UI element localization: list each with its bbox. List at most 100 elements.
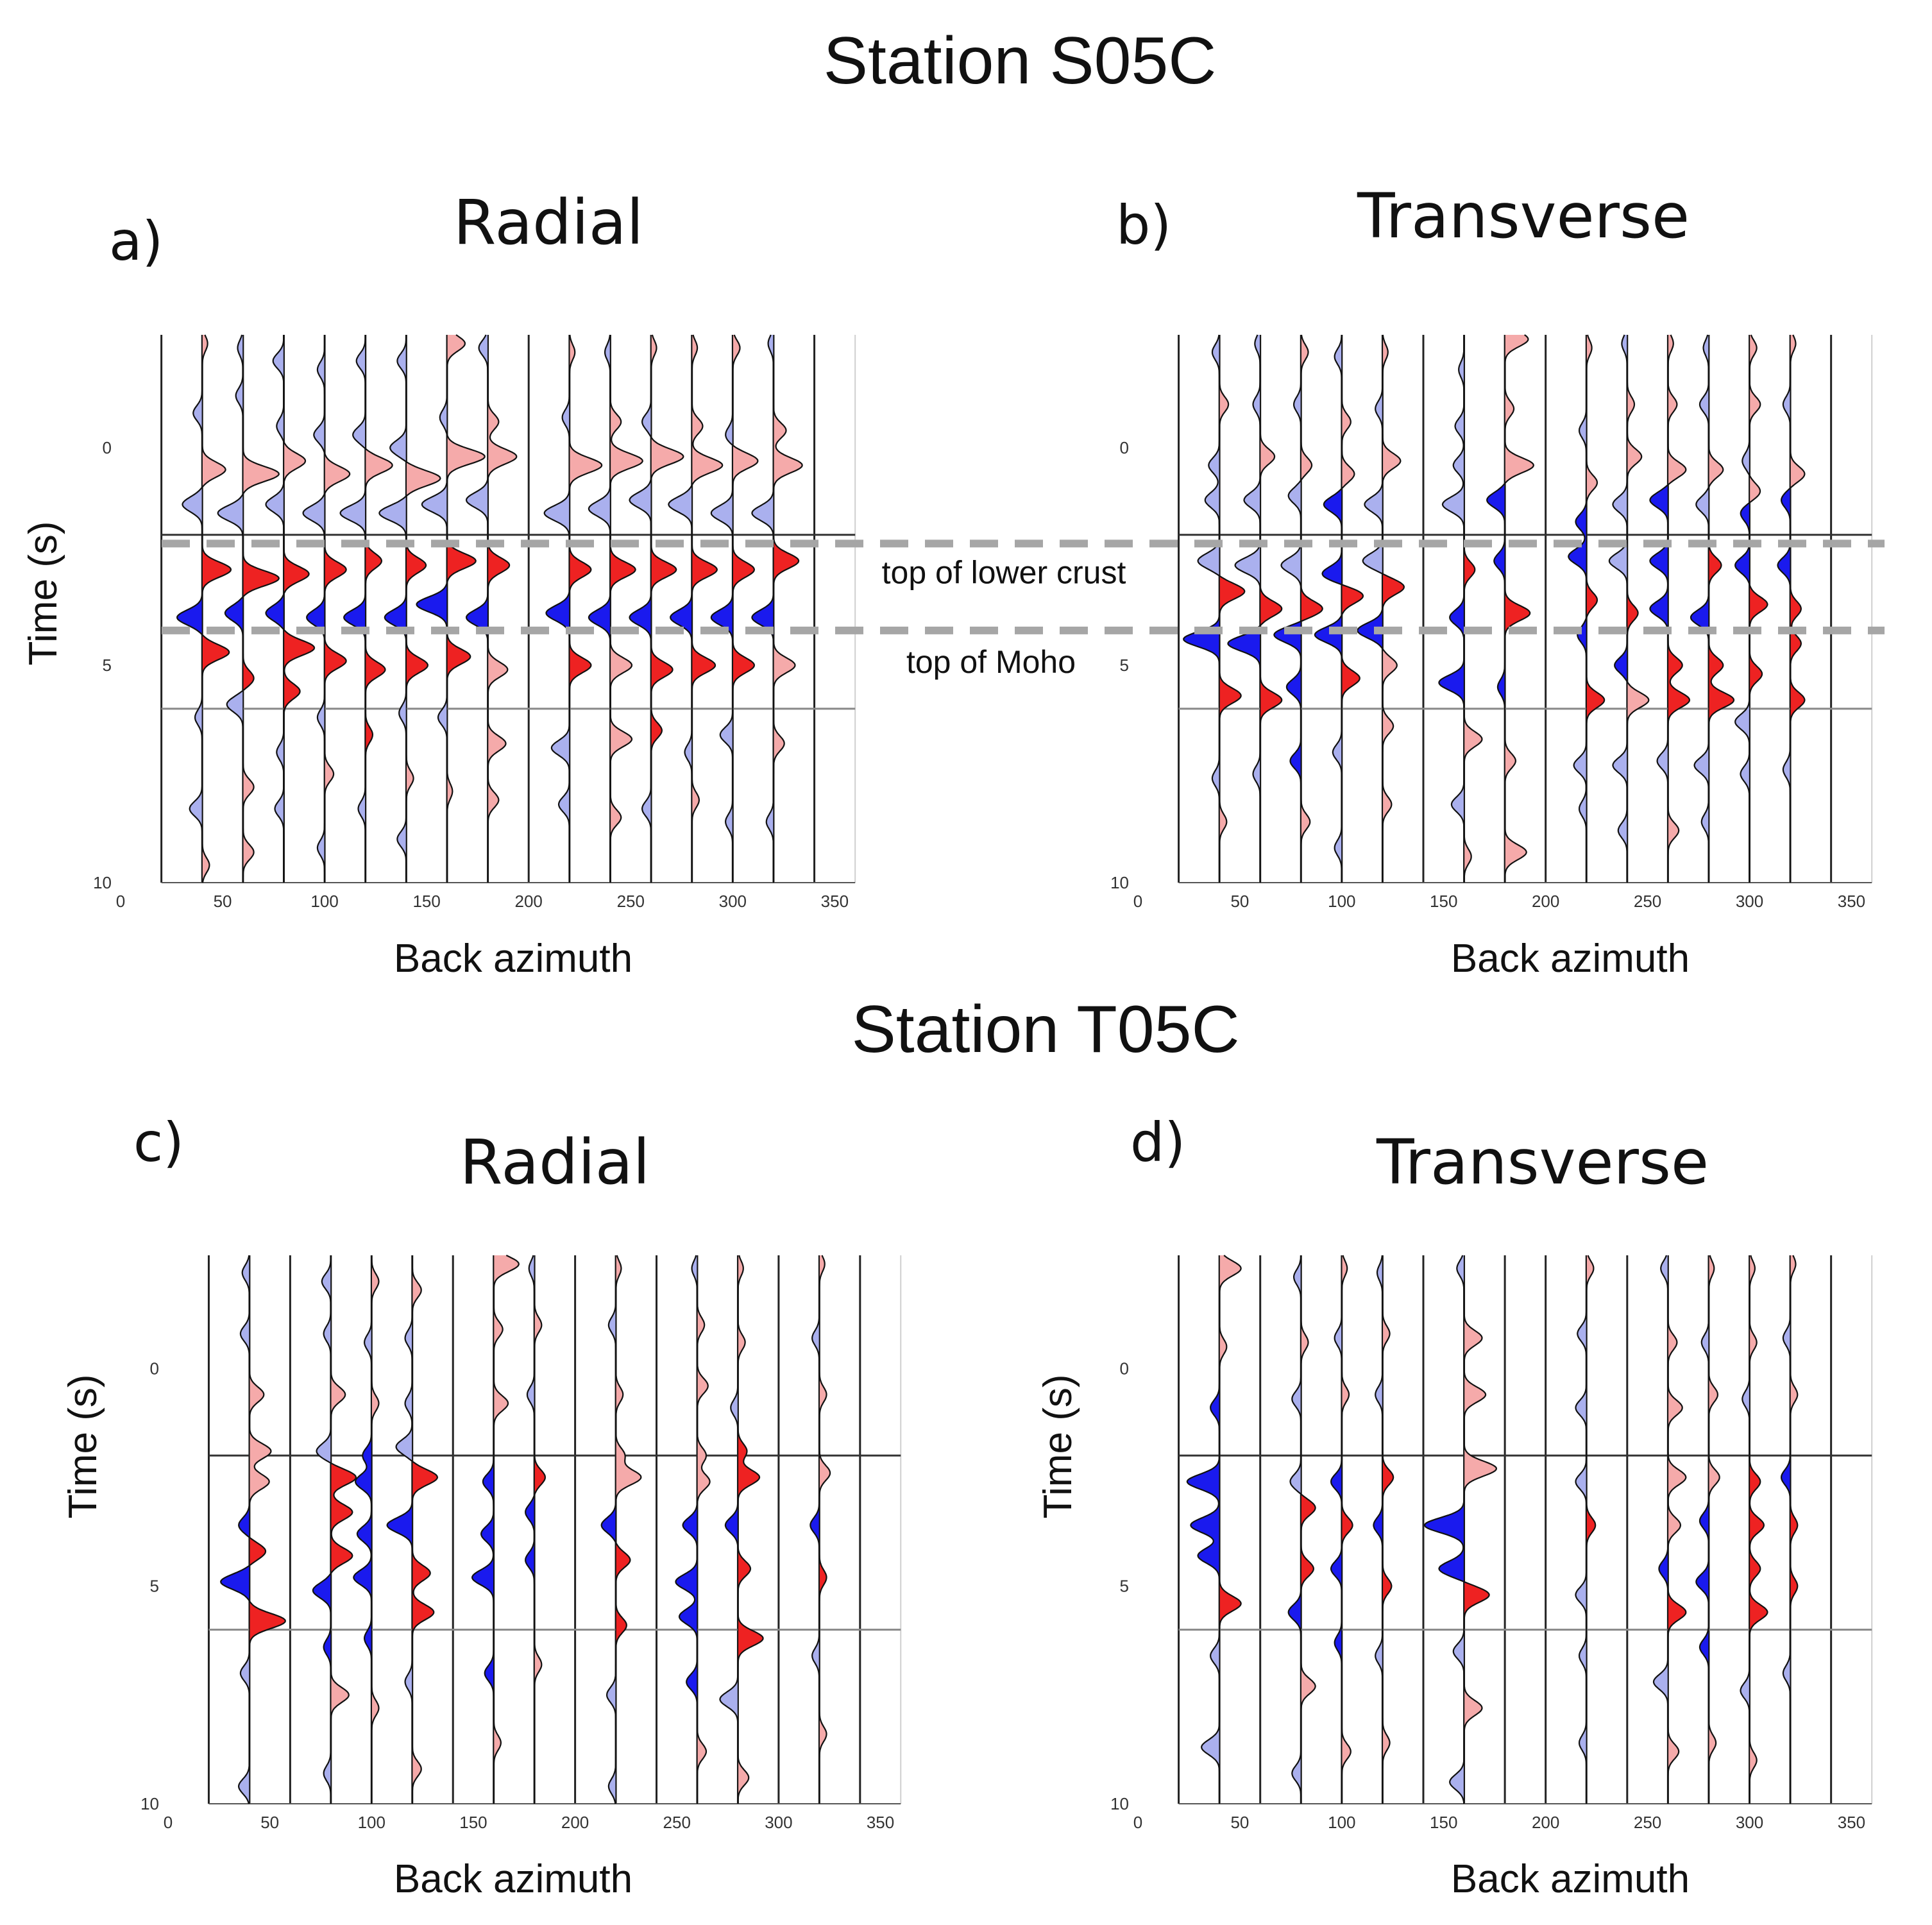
negative-lobe	[217, 495, 243, 547]
negative-lobe	[1322, 488, 1344, 586]
station-title-s05c: Station S05C	[824, 24, 1217, 98]
negative-lobe	[177, 594, 203, 635]
trace-outline	[629, 334, 684, 883]
positive-lobe	[1464, 538, 1475, 595]
panel-letter-c: c)	[133, 1111, 184, 1174]
interface-annotations: top of lower crust top of Moho	[162, 539, 1885, 680]
positive-lobe	[365, 538, 382, 589]
x-tick-label: 0	[164, 1813, 173, 1832]
trace-outline	[668, 334, 724, 883]
negative-lobe	[390, 335, 408, 463]
positive-lobe	[1382, 1556, 1392, 1623]
x-axis-label-b: Back azimuth	[1451, 937, 1690, 981]
y-tick-label: 10	[1110, 873, 1129, 892]
x-tick-label: 50	[1230, 1813, 1249, 1832]
negative-lobe	[275, 723, 284, 883]
negative-lobe	[812, 1301, 820, 1368]
positive-lobe	[202, 838, 210, 883]
trace-baz-280	[1695, 1255, 1720, 1804]
negative-lobe	[1362, 483, 1385, 575]
negative-lobe	[344, 589, 366, 644]
trace-baz-100	[1314, 334, 1364, 883]
x-tick-label: 200	[1532, 1813, 1559, 1832]
x-tick-label: 200	[515, 892, 543, 911]
trace-baz-180	[465, 334, 518, 883]
positive-lobe	[405, 462, 441, 497]
x-tick-label: 250	[617, 892, 645, 911]
negative-lobe	[588, 594, 611, 643]
positive-lobe	[1260, 588, 1282, 626]
trace-baz-320	[751, 334, 803, 883]
y-tick-label: 10	[93, 873, 112, 892]
negative-lobe	[607, 1661, 616, 1804]
positive-lobe	[249, 1365, 271, 1505]
positive-lobe	[691, 335, 723, 486]
positive-lobe	[697, 1297, 710, 1504]
negative-lobe	[1425, 1497, 1468, 1583]
positive-lobe	[446, 631, 471, 689]
positive-lobe	[493, 1255, 519, 1444]
trace-outline	[176, 334, 232, 883]
x-tick-label: 300	[1736, 1813, 1763, 1832]
x-tick-label: 100	[310, 892, 338, 911]
negative-lobe	[1654, 1648, 1668, 1718]
positive-lobe	[773, 537, 799, 591]
trace-baz-260	[1649, 334, 1691, 883]
negative-lobe	[317, 812, 325, 883]
trace-outline	[416, 334, 486, 883]
positive-lobe	[1749, 585, 1768, 699]
trace-baz-220	[1568, 334, 1606, 883]
trace-baz-300	[1734, 334, 1768, 883]
negative-lobe	[399, 691, 407, 747]
negative-lobe	[1451, 773, 1464, 832]
negative-lobe	[546, 591, 570, 640]
negative-lobe	[1573, 734, 1587, 883]
positive-lobe	[1341, 1255, 1348, 1304]
positive-lobe	[738, 1430, 760, 1502]
positive-lobe	[733, 642, 754, 702]
trace-outline	[1438, 335, 1483, 883]
negative-lobe	[562, 386, 570, 441]
y-tick-label: 5	[103, 656, 112, 675]
positive-lobe	[446, 335, 465, 382]
negative-lobe	[317, 691, 325, 746]
negative-lobe	[353, 1430, 372, 1675]
negative-lobe	[1450, 1746, 1464, 1804]
positive-lobe	[738, 1255, 745, 1376]
negative-lobe	[226, 691, 243, 747]
negative-lobe	[316, 1423, 334, 1464]
positive-lobe	[242, 646, 254, 691]
negative-lobe	[1235, 478, 1260, 588]
trace-baz-180	[1486, 334, 1535, 883]
trace-baz-180	[525, 1255, 547, 1804]
positive-lobe	[1382, 335, 1388, 381]
trace-baz-120	[339, 335, 393, 883]
trace-outline	[302, 335, 351, 883]
negative-lobe	[1696, 1499, 1709, 1696]
positive-lobe	[534, 1436, 545, 1496]
negative-lobe	[1487, 483, 1505, 587]
negative-lobe	[1783, 374, 1791, 439]
negative-lobe	[303, 494, 325, 543]
positive-lobe	[1586, 667, 1605, 734]
x-tick-label: 150	[1430, 892, 1457, 911]
x-tick-label: 50	[214, 892, 232, 911]
positive-lobe	[651, 335, 657, 386]
x-tick-label: 0	[1133, 1813, 1142, 1832]
trace-outline	[710, 334, 759, 883]
panel-b: b) Transverse Back azimuth 0 50 100 150 200 2…	[1110, 180, 1873, 981]
positive-lobe	[446, 533, 476, 583]
positive-lobe	[819, 1255, 825, 1302]
negative-lobe	[629, 594, 652, 644]
negative-lobe	[1735, 699, 1750, 883]
trace-baz-220	[1575, 1255, 1597, 1804]
negative-lobe	[1614, 640, 1629, 683]
negative-lobe	[675, 1503, 697, 1718]
negative-lobe	[752, 590, 774, 643]
positive-lobe	[1300, 435, 1312, 481]
trace-outline	[219, 1255, 287, 1804]
positive-lobe	[1627, 588, 1638, 640]
positive-lobe	[1790, 335, 1796, 374]
x-tick-label: 100	[358, 1813, 386, 1832]
negative-lobe	[358, 772, 366, 883]
